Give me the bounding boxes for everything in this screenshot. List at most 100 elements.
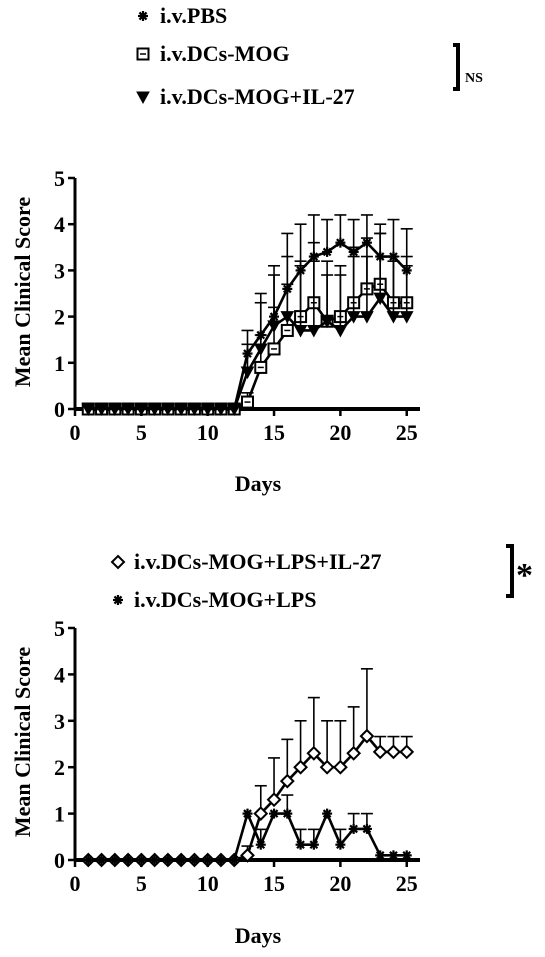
data-point [399,311,414,324]
series-1 [81,232,414,416]
data-point [134,403,149,417]
data-point-shape [279,773,295,789]
data-point [293,324,308,338]
x-tick-label: 5 [136,420,147,445]
data-point [359,728,375,744]
data-point [123,855,134,865]
data-point [322,246,333,257]
y-tick-label: 4 [54,212,65,237]
data-point-stroke [203,855,213,865]
data-point [174,403,188,417]
data-point [254,360,268,374]
significance-label-top: NS [465,71,483,86]
data-point [242,808,253,819]
data-point [335,839,346,850]
data-point [136,855,147,865]
data-point [161,403,175,417]
y-tick-label: 3 [54,709,65,734]
data-point [121,403,135,417]
data-point [240,366,255,380]
data-point [267,320,281,333]
data-point [388,850,399,861]
x-tick-label: 0 [70,420,81,445]
series-1 [83,794,412,865]
data-point [335,237,346,248]
legend-label-dcs-mog: i.v.DCs-MOG [160,41,290,66]
y-axis-title-top: Mean Clinical Score [10,197,35,387]
data-point-shape [372,744,388,760]
data-point-stroke [269,809,279,818]
data-point-shape [332,759,348,775]
data-point [227,403,242,417]
data-point-shape [107,403,122,417]
data-point-shape [280,311,295,324]
legend-label-dcs-mog-il27: i.v.DCs-MOG+IL-27 [160,84,355,109]
data-point-stroke [150,855,159,865]
data-point [109,855,120,865]
data-point-shape [227,403,242,417]
data-point-shape [94,403,109,417]
data-point [320,315,334,329]
x-tick-label: 25 [396,871,418,896]
data-point [147,403,162,417]
data-point [187,403,202,417]
data-point-stroke [137,855,146,865]
data-point-shape [359,728,375,744]
data-point-shape [253,806,269,822]
data-point-shape [346,745,362,761]
data-point-stroke [309,840,319,850]
data-point [346,311,361,324]
data-point [96,855,107,865]
data-point-shape [174,403,188,417]
data-point-shape [240,847,255,863]
data-point [269,808,280,819]
x-tick-label: 0 [70,871,81,896]
data-point [107,403,122,417]
y-axis-title-bottom: Mean Clinical Score [10,647,35,837]
data-point-stroke [229,855,239,865]
data-point [306,745,322,761]
data-point [280,323,294,337]
data-point-stroke [176,855,186,865]
data-point-shape [293,324,308,338]
legend-marker [138,11,148,21]
y-tick-label: 2 [54,305,65,330]
x-tick-label: 15 [263,871,285,896]
data-point-shape [147,403,162,417]
y-tick-label: 3 [54,258,65,283]
legend-bottom: i.v.DCs-MOG+LPS+IL-27 i.v.DCs-MOG+LPS * [110,544,533,612]
data-point [255,839,266,850]
legend-label-lps: i.v.DCs-MOG+LPS [134,587,316,612]
x-axis-title-top: Days [235,471,282,496]
data-point-stroke [256,840,266,850]
data-point-shape [253,343,268,356]
chart-bottom: Mean Clinical Score Days 0 1 2 3 4 5 0 5 10 15 20 2… [10,616,420,948]
y-tick-label: 0 [54,397,65,422]
y-tick-label: 0 [54,848,65,873]
data-point-stroke [123,855,133,865]
data-point [295,839,306,850]
x-tick-label: 20 [329,871,351,896]
significance-bracket-bottom [506,544,514,598]
x-tick-label: 10 [197,871,219,896]
data-point-shape [386,311,401,324]
data-point-shape [200,403,215,417]
data-point [346,745,362,761]
data-point-stroke [389,851,398,860]
data-point-stroke [349,824,358,834]
data-point [308,839,319,850]
x-tick-label: 25 [396,420,418,445]
data-point [319,759,335,775]
data-point [83,855,94,865]
legend-marker-shape [136,91,150,105]
x-tick-label: 10 [197,420,219,445]
data-point-stroke [110,855,120,865]
data-point-shape [333,324,348,338]
data-point-shape [240,366,255,380]
data-point [280,311,295,324]
data-point-stroke [282,809,292,818]
legend-marker [113,595,123,605]
data-point-stroke [296,840,305,850]
data-point [293,759,308,775]
data-point [81,403,96,417]
